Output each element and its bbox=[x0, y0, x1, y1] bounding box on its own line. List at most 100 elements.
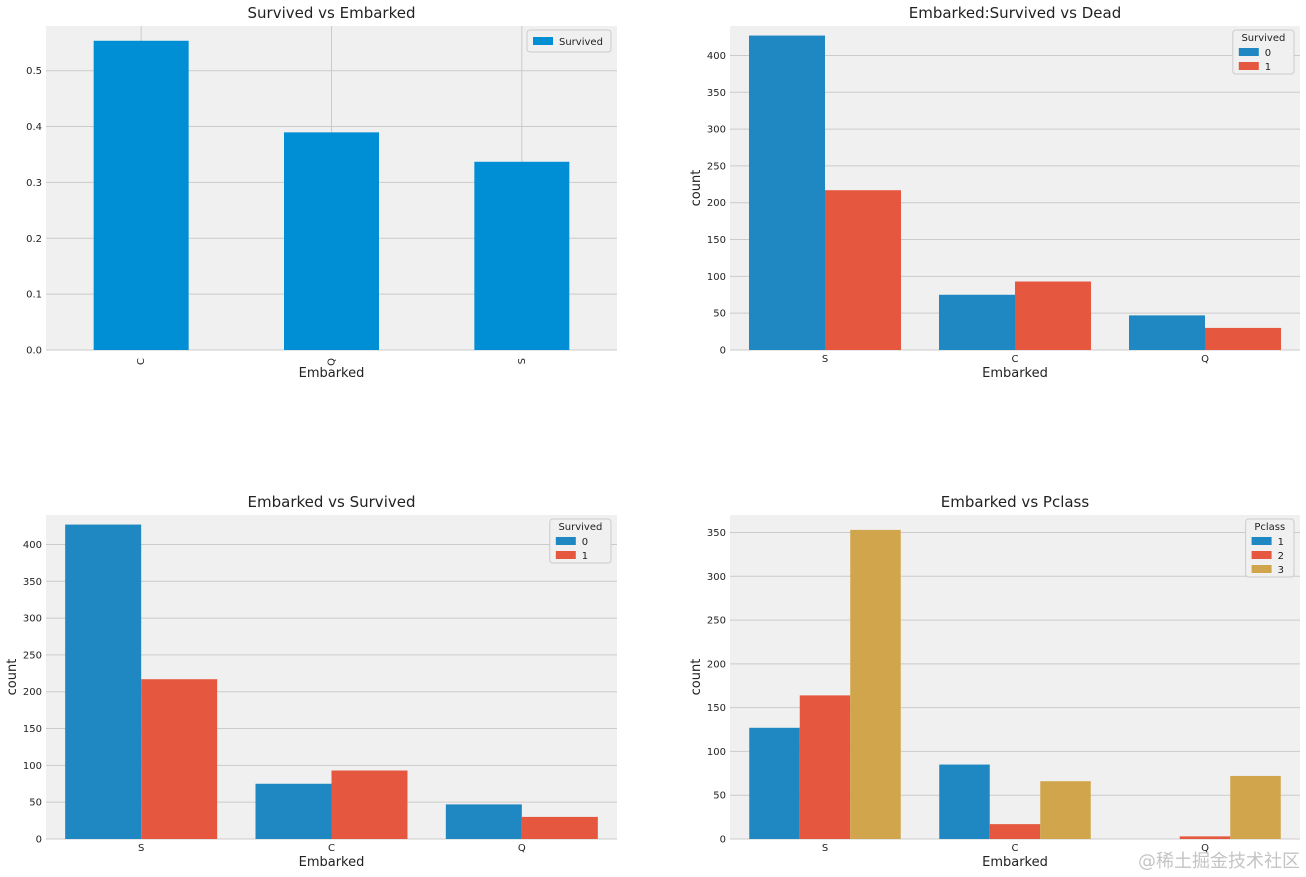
y-tick-label: 100 bbox=[23, 761, 42, 772]
y-tick-label: 0 bbox=[720, 835, 726, 846]
y-tick-label: 300 bbox=[707, 125, 726, 136]
legend-label: 1 bbox=[1278, 537, 1284, 548]
bar-1-C bbox=[939, 764, 990, 839]
x-axis-label: Embarked bbox=[982, 366, 1048, 381]
chart-title: Embarked vs Survived bbox=[248, 493, 416, 511]
legend-swatch bbox=[1238, 62, 1259, 70]
x-tick-label: Q bbox=[327, 358, 338, 366]
y-tick-label: 400 bbox=[707, 51, 726, 62]
legend-box bbox=[1245, 518, 1295, 578]
bar-1-S bbox=[141, 679, 218, 839]
bar-2-C bbox=[989, 824, 1041, 839]
y-tick-label: 200 bbox=[707, 659, 726, 670]
bar-0-Q bbox=[1129, 315, 1205, 350]
legend-label: 2 bbox=[1278, 551, 1284, 562]
y-tick-label: 150 bbox=[23, 724, 42, 735]
legend-box bbox=[526, 29, 612, 53]
bar-0-Q bbox=[445, 804, 522, 839]
legend-swatch bbox=[555, 537, 576, 545]
y-tick-label: 0.5 bbox=[26, 66, 42, 77]
y-tick-label: 300 bbox=[23, 614, 42, 625]
y-tick-label: 200 bbox=[23, 687, 42, 698]
y-tick-label: 300 bbox=[707, 572, 726, 583]
legend-label: 3 bbox=[1278, 565, 1284, 576]
chart-title: Survived vs Embarked bbox=[248, 4, 416, 22]
x-tick-label: S bbox=[822, 843, 828, 854]
y-tick-label: 0.4 bbox=[26, 122, 42, 133]
y-axis-label: count bbox=[5, 659, 20, 696]
y-axis-label: count bbox=[689, 659, 704, 696]
y-tick-label: 350 bbox=[707, 88, 726, 99]
legend-label: 0 bbox=[582, 537, 588, 548]
y-tick-label: 50 bbox=[29, 798, 42, 809]
x-axis-label: Embarked bbox=[982, 855, 1048, 870]
legend-swatch bbox=[1238, 48, 1259, 56]
y-tick-label: 250 bbox=[707, 616, 726, 627]
y-tick-label: 50 bbox=[713, 791, 726, 802]
legend-label: 1 bbox=[1265, 62, 1271, 73]
legend-swatch bbox=[1251, 565, 1272, 573]
x-tick-label: S bbox=[138, 843, 144, 854]
legend-swatch bbox=[555, 551, 576, 559]
x-tick-label: S bbox=[822, 354, 828, 365]
x-tick-label: Q bbox=[1201, 843, 1209, 854]
legend-swatch bbox=[1251, 537, 1272, 545]
bar-0-C bbox=[939, 294, 1015, 350]
y-tick-label: 0 bbox=[720, 346, 726, 357]
y-tick-label: 0.1 bbox=[26, 290, 42, 301]
bar-0-C bbox=[255, 783, 332, 839]
bar-Survived-C bbox=[93, 40, 189, 350]
chart-3: 0 50 100 150 200 250 300 350 400 S C Q Embarked vs S… bbox=[5, 493, 617, 870]
legend-label: 0 bbox=[1265, 48, 1271, 59]
x-axis-label: Embarked bbox=[299, 366, 365, 381]
bar-3-Q bbox=[1230, 775, 1281, 839]
y-tick-label: 50 bbox=[713, 309, 726, 320]
y-tick-label: 100 bbox=[707, 272, 726, 283]
bar-Survived-Q bbox=[284, 132, 379, 350]
chart-1: 0.0 0.1 0.2 0.3 0.4 0.5 C Q S Survived vs Embarke… bbox=[26, 4, 617, 381]
bar-1-S bbox=[749, 727, 800, 839]
legend: Survived 0 1 bbox=[549, 518, 612, 564]
y-tick-label: 350 bbox=[707, 528, 726, 539]
legend-title: Survived bbox=[558, 522, 602, 533]
y-tick-label: 350 bbox=[23, 577, 42, 588]
bar-2-Q bbox=[1179, 836, 1231, 839]
y-tick-label: 0 bbox=[36, 835, 42, 846]
y-tick-label: 0.3 bbox=[26, 178, 42, 189]
bar-0-S bbox=[749, 35, 825, 351]
y-axis-label: count bbox=[689, 170, 704, 207]
legend-title: Survived bbox=[1241, 33, 1285, 44]
legend: Survived 0 1 bbox=[1232, 29, 1295, 75]
watermark-text: @稀土掘金技术社区 bbox=[1138, 851, 1300, 872]
bar-0-S bbox=[65, 524, 142, 839]
y-tick-label: 400 bbox=[23, 540, 42, 551]
x-axis-label: Embarked bbox=[299, 855, 365, 870]
bar-1-C bbox=[331, 770, 408, 839]
legend-label: Survived bbox=[559, 37, 603, 48]
x-tick-label: C bbox=[1012, 354, 1019, 365]
y-tick-label: 200 bbox=[707, 198, 726, 209]
chart-title: Embarked:Survived vs Dead bbox=[909, 4, 1122, 22]
bar-1-S bbox=[825, 190, 901, 350]
chart-2: 0 50 100 150 200 250 300 350 400 S C Q Embarked:Surv… bbox=[689, 4, 1300, 381]
y-tick-label: 100 bbox=[707, 747, 726, 758]
bar-1-C bbox=[1015, 281, 1091, 350]
chart-title: Embarked vs Pclass bbox=[941, 493, 1090, 511]
x-tick-label: Q bbox=[1201, 354, 1209, 365]
chart-4: 0 50 100 150 200 250 300 350 S C Q Embarked vs Pcla… bbox=[689, 493, 1300, 870]
legend: Pclass 1 2 3 bbox=[1245, 518, 1295, 578]
legend-title: Pclass bbox=[1254, 522, 1285, 533]
y-tick-label: 150 bbox=[707, 235, 726, 246]
y-tick-label: 0.2 bbox=[26, 234, 42, 245]
y-tick-label: 0.0 bbox=[26, 346, 42, 357]
bar-3-S bbox=[850, 529, 901, 839]
x-tick-label: S bbox=[517, 358, 528, 364]
bar-3-C bbox=[1040, 781, 1091, 839]
y-tick-label: 250 bbox=[707, 161, 726, 172]
bar-2-S bbox=[799, 695, 851, 839]
x-tick-label: Q bbox=[518, 843, 526, 854]
x-tick-label: C bbox=[328, 843, 335, 854]
x-tick-label: C bbox=[136, 358, 147, 365]
bar-1-Q bbox=[1205, 327, 1281, 350]
